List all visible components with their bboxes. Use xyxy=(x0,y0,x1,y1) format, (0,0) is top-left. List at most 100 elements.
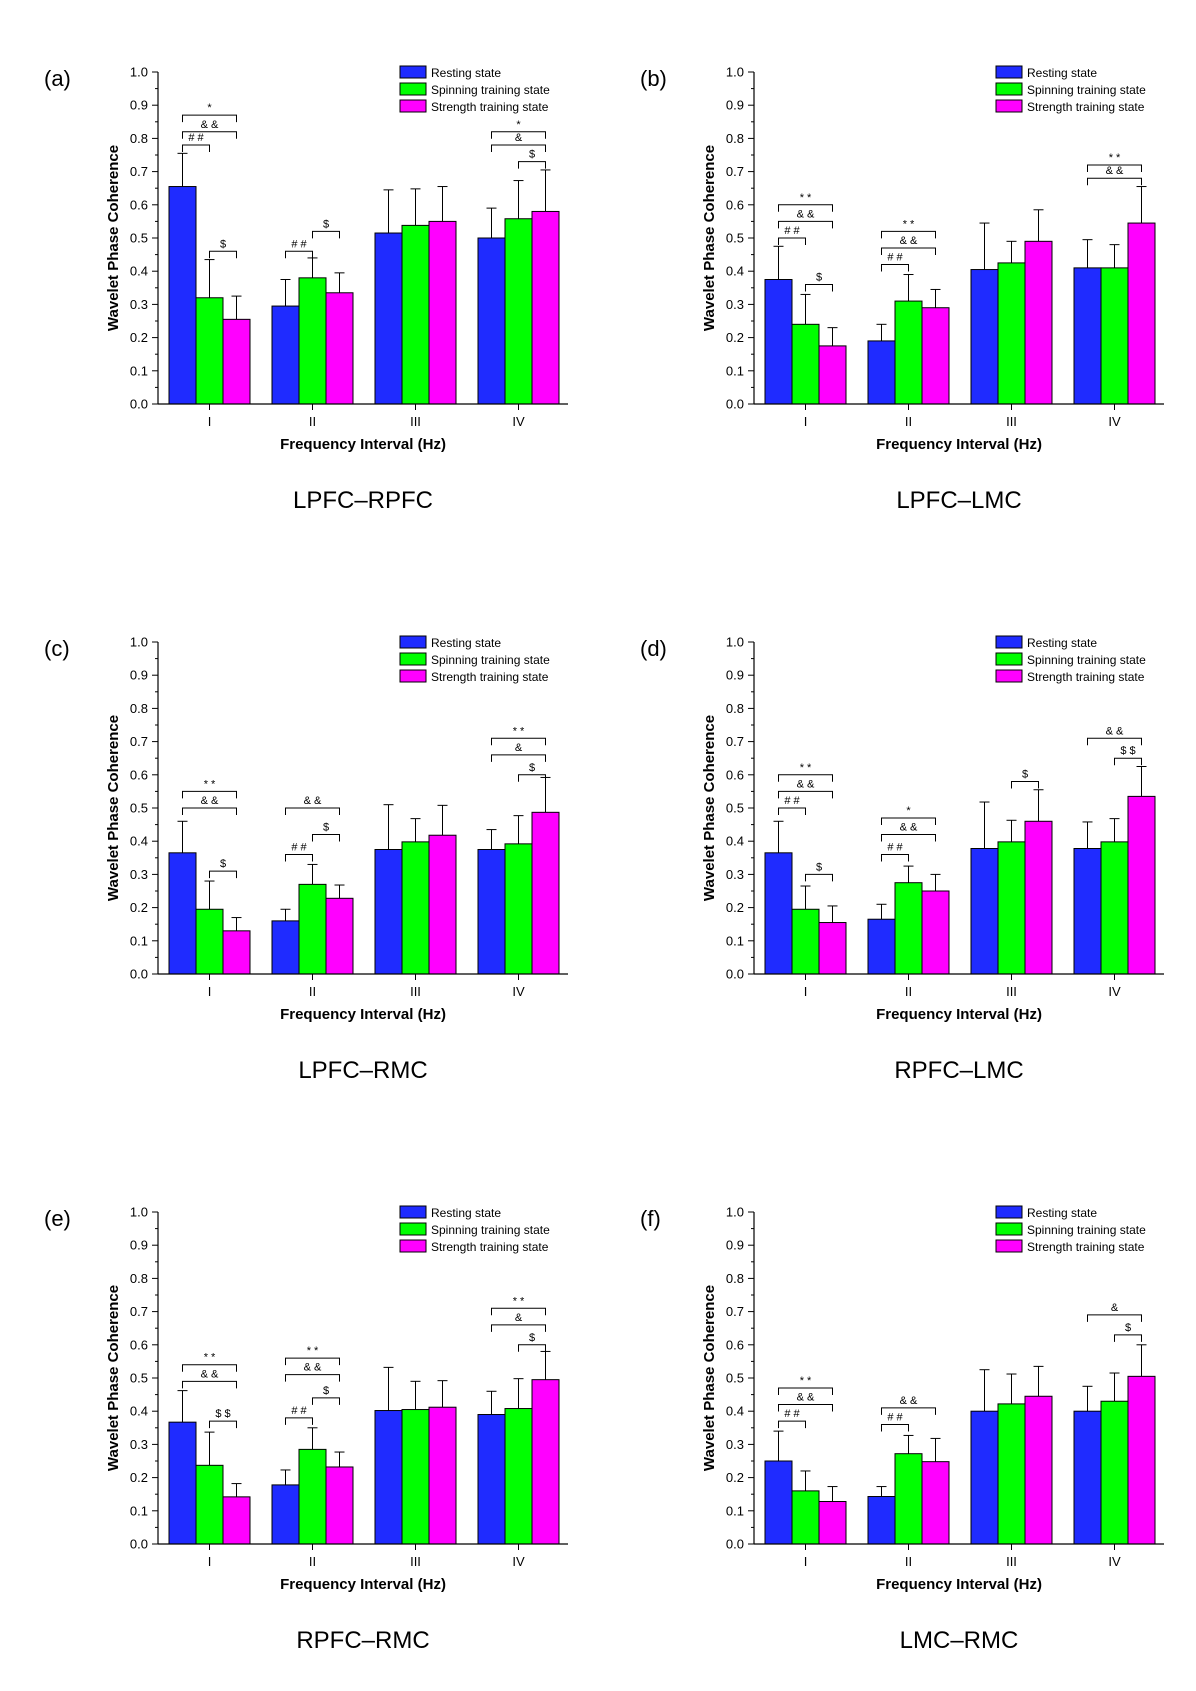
significance-bracket xyxy=(1087,1314,1142,1322)
significance-marker: * xyxy=(207,102,212,114)
legend-swatch-str xyxy=(399,669,427,683)
significance-bracket xyxy=(1011,780,1039,789)
significance-bracket xyxy=(805,873,833,882)
y-tick-label: 0.4 xyxy=(726,834,744,849)
panel-label: (f) xyxy=(640,1206,661,1231)
significance-bracket xyxy=(1114,757,1142,766)
panel-caption: RPFC–RMC xyxy=(296,1627,429,1654)
bar-spin-I xyxy=(791,1490,820,1545)
y-axis-title: Wavelet Phase Coherence xyxy=(701,715,718,901)
x-tick-label: IV xyxy=(1108,414,1121,429)
y-tick-label: 0.5 xyxy=(726,231,744,246)
y-tick-label: 0.3 xyxy=(130,867,148,882)
legend-swatch-spin xyxy=(399,652,427,666)
significance-bracket xyxy=(312,1397,340,1405)
significance-marker: $ xyxy=(323,1385,329,1397)
y-tick-label: 0.8 xyxy=(130,131,148,146)
significance-marker: * * xyxy=(903,218,915,230)
x-axis-title: Frequency Interval (Hz) xyxy=(876,1576,1042,1593)
legend-item-spin: Spinning training state xyxy=(431,1223,550,1237)
significance-bracket xyxy=(1087,164,1142,172)
significance-bracket xyxy=(491,1324,546,1332)
y-tick-label: 0.6 xyxy=(726,1337,744,1352)
significance-bracket xyxy=(778,790,833,799)
x-tick-label: II xyxy=(309,414,316,429)
significance-bracket xyxy=(182,1380,237,1389)
legend-swatch-str xyxy=(995,669,1023,683)
y-tick-label: 0.8 xyxy=(130,701,148,716)
bar-spin-III xyxy=(401,1409,430,1545)
legend-swatch-spin xyxy=(399,1222,427,1236)
significance-marker: $ xyxy=(323,822,329,834)
significance-bracket xyxy=(778,1420,806,1429)
significance-marker: & & xyxy=(201,119,219,131)
x-axis-title: Frequency Interval (Hz) xyxy=(280,1576,446,1593)
bar-spin-III xyxy=(997,262,1026,405)
significance-bracket xyxy=(312,230,340,239)
significance-bracket xyxy=(881,834,936,842)
legend-item-str: Strength training state xyxy=(1027,100,1145,114)
x-tick-label: I xyxy=(804,1554,808,1569)
significance-bracket xyxy=(285,807,340,815)
bar-spin-II xyxy=(298,883,327,975)
y-tick-label: 0.9 xyxy=(130,668,148,683)
significance-bracket xyxy=(881,817,936,825)
significance-marker: & & xyxy=(900,822,918,834)
y-axis-title: Wavelet Phase Coherence xyxy=(105,1285,122,1471)
x-tick-label: II xyxy=(905,984,912,999)
bar-rest-IV xyxy=(1073,848,1102,975)
y-tick-label: 0.0 xyxy=(726,967,744,982)
significance-bracket xyxy=(491,144,546,153)
x-tick-label: I xyxy=(208,984,212,999)
y-tick-label: 0.3 xyxy=(130,297,148,312)
legend-item-spin: Spinning training state xyxy=(431,83,550,97)
legend-swatch-str xyxy=(399,1239,427,1253)
significance-marker: $ xyxy=(1022,768,1028,780)
significance-bracket xyxy=(312,834,340,842)
significance-bracket xyxy=(778,237,806,245)
bar-spin-I xyxy=(195,1464,224,1545)
significance-bracket xyxy=(518,1344,546,1352)
significance-marker: & & xyxy=(201,1368,219,1380)
y-tick-label: 0.0 xyxy=(130,397,148,412)
y-tick-label: 0.2 xyxy=(130,900,148,915)
significance-marker: $ $ xyxy=(1120,745,1135,757)
bar-spin-IV xyxy=(504,1408,533,1545)
y-tick-label: 0.4 xyxy=(726,1404,744,1419)
bar-rest-III xyxy=(374,232,403,405)
bar-str-IV xyxy=(1127,222,1156,405)
y-tick-label: 0.3 xyxy=(726,867,744,882)
significance-marker: $ xyxy=(323,218,329,230)
y-tick-label: 0.1 xyxy=(130,933,148,948)
y-tick-label: 0.7 xyxy=(726,734,744,749)
chart-panel-f: (f)0.00.10.20.30.40.50.60.70.80.91.0I II I… xyxy=(640,1205,1164,1654)
bar-spin-II xyxy=(298,1448,327,1545)
x-tick-label: III xyxy=(410,984,421,999)
bar-rest-IV xyxy=(477,1414,506,1545)
y-tick-label: 0.9 xyxy=(130,98,148,113)
significance-bracket xyxy=(881,264,909,272)
significance-marker: # # xyxy=(887,841,903,853)
significance-marker: & & xyxy=(797,778,815,790)
bar-spin-IV xyxy=(1100,1400,1129,1545)
significance-marker: * * xyxy=(307,1345,319,1357)
significance-bracket xyxy=(285,1417,313,1425)
significance-marker: * * xyxy=(800,192,812,204)
y-axis-title: Wavelet Phase Coherence xyxy=(701,1285,718,1471)
x-tick-label: IV xyxy=(1108,984,1121,999)
bar-str-III xyxy=(1024,1395,1053,1545)
significance-marker: $ xyxy=(529,762,535,774)
bar-spin-I xyxy=(195,297,224,405)
significance-marker: $ $ xyxy=(215,1408,230,1420)
legend-item-rest: Resting state xyxy=(1027,636,1097,650)
bar-rest-II xyxy=(271,305,300,405)
panel-caption: LPFC–RPFC xyxy=(293,487,433,514)
bar-spin-IV xyxy=(504,218,533,405)
bar-str-IV xyxy=(531,1379,560,1545)
x-tick-label: III xyxy=(1006,1554,1017,1569)
legend-swatch-spin xyxy=(995,82,1023,96)
x-axis-title: Frequency Interval (Hz) xyxy=(280,436,446,453)
y-tick-label: 0.5 xyxy=(726,1371,744,1386)
significance-marker: # # xyxy=(784,225,800,237)
